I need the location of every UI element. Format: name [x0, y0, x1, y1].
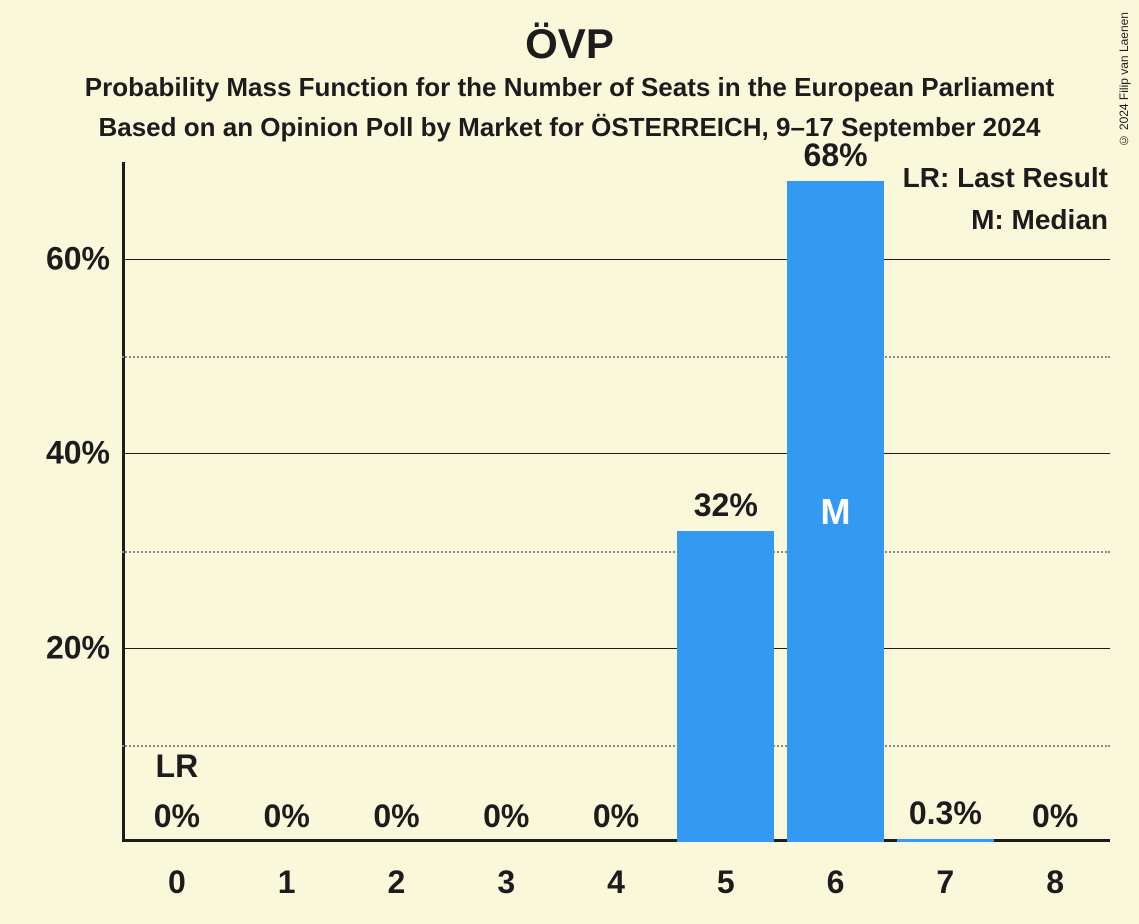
x-tick-label: 8 [1046, 864, 1064, 901]
bar-value-label: 0.3% [909, 795, 982, 832]
grid-minor-line [122, 745, 1110, 747]
copyright-notice: © 2024 Filip van Laenen [1117, 12, 1131, 147]
grid-major-line [122, 259, 1110, 260]
grid-minor-line [122, 356, 1110, 358]
bar-value-label: 0% [264, 798, 310, 835]
plot-area [122, 162, 1110, 842]
y-tick-label: 20% [10, 629, 110, 666]
bar-value-label: 68% [804, 137, 868, 174]
chart-subtitle-1: Probability Mass Function for the Number… [0, 72, 1139, 103]
y-axis-line [122, 162, 125, 842]
grid-major-line [122, 648, 1110, 649]
chart-subtitle-2: Based on an Opinion Poll by Market for Ö… [0, 112, 1139, 143]
x-tick-label: 6 [827, 864, 845, 901]
bar [897, 839, 994, 842]
pmf-chart: ÖVP Probability Mass Function for the Nu… [0, 0, 1139, 924]
bar-value-label: 0% [154, 798, 200, 835]
x-tick-label: 4 [607, 864, 625, 901]
chart-title: ÖVP [0, 20, 1139, 68]
bar-value-label: 0% [483, 798, 529, 835]
x-tick-label: 2 [388, 864, 406, 901]
x-tick-label: 3 [497, 864, 515, 901]
bar-value-label: 0% [373, 798, 419, 835]
x-tick-label: 7 [936, 864, 954, 901]
y-tick-label: 60% [10, 241, 110, 278]
x-tick-label: 1 [278, 864, 296, 901]
grid-major-line [122, 453, 1110, 454]
grid-minor-line [122, 551, 1110, 553]
x-tick-label: 5 [717, 864, 735, 901]
bar-value-label: 32% [694, 487, 758, 524]
bar-value-label: 0% [593, 798, 639, 835]
median-marker: M [821, 491, 851, 533]
legend-line: M: Median [971, 204, 1108, 236]
bar-value-label: 0% [1032, 798, 1078, 835]
y-tick-label: 40% [10, 435, 110, 472]
legend-line: LR: Last Result [903, 162, 1108, 194]
bar [677, 531, 774, 842]
last-result-marker: LR [156, 748, 199, 785]
x-tick-label: 0 [168, 864, 186, 901]
